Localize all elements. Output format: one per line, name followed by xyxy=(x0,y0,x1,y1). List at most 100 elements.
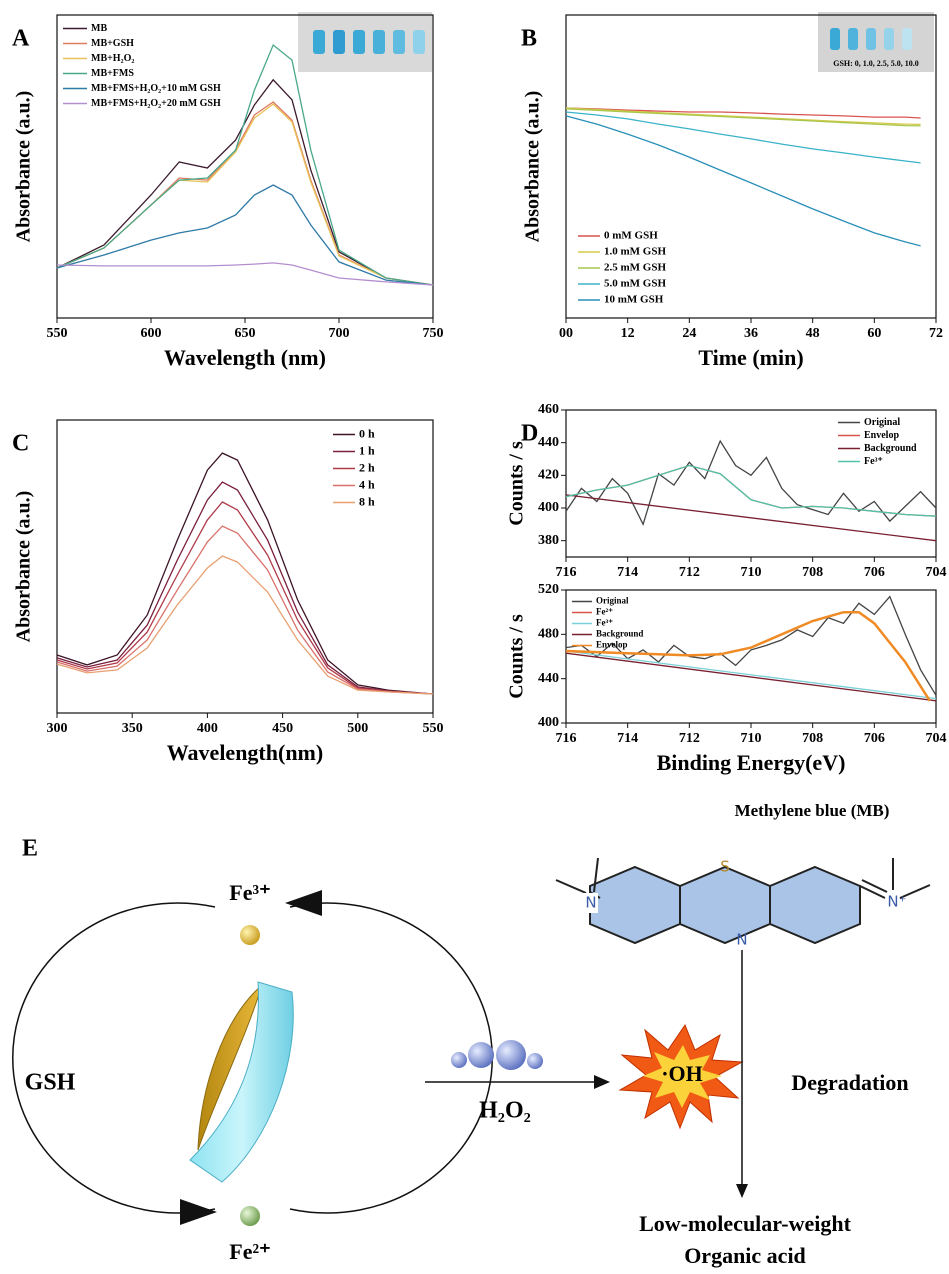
atom: N xyxy=(585,894,596,912)
x-tick-label: 706 xyxy=(864,731,885,746)
arrowhead xyxy=(285,890,322,916)
legend-label: 5.0 mM GSH xyxy=(604,278,666,290)
h2o2-sphere xyxy=(527,1053,543,1069)
legend-label: Original xyxy=(864,417,900,428)
legend-label: Envelop xyxy=(864,430,899,441)
panel-label: D xyxy=(521,421,538,447)
bond xyxy=(861,879,888,893)
arrowhead xyxy=(180,1199,217,1225)
y-axis-label: Absorbance (a.u.) xyxy=(13,491,35,643)
y-axis-label: Absorbance (a.u.) xyxy=(13,91,35,243)
y-tick-label: 400 xyxy=(538,500,559,515)
series-line xyxy=(56,452,434,695)
series-line xyxy=(56,78,434,286)
x-tick-label: 714 xyxy=(617,731,638,746)
ring xyxy=(769,865,861,945)
x-tick-label: 72 xyxy=(929,326,943,341)
x-tick-label: 750 xyxy=(423,326,444,341)
series-line xyxy=(565,439,937,527)
legend-label: Envelop xyxy=(596,640,628,650)
fe2-sphere xyxy=(240,1206,260,1226)
series-line xyxy=(565,108,921,127)
legend-label: MB+FMS+H₂O₂+10 mM GSH xyxy=(91,83,221,94)
x-tick-label: 708 xyxy=(802,565,823,580)
h2o2-sphere xyxy=(451,1052,467,1068)
y-tick-label: 480 xyxy=(538,627,559,642)
y-tick-label: 420 xyxy=(538,468,559,483)
legend-label: 1 h xyxy=(359,443,375,457)
x-tick-label: 48 xyxy=(806,326,820,341)
arrowhead xyxy=(594,1075,610,1089)
x-tick-label: 00 xyxy=(559,326,573,341)
legend-label: Original xyxy=(596,596,629,606)
gsh-label: GSH xyxy=(25,1070,76,1096)
legend-label: 8 h xyxy=(359,494,375,508)
h2o2-sphere xyxy=(496,1040,526,1070)
fe3-label: Fe³⁺ xyxy=(229,880,270,905)
bond xyxy=(555,879,587,894)
series-line xyxy=(56,184,434,286)
x-axis-label: Wavelength (nm) xyxy=(164,345,326,370)
series-line xyxy=(565,652,937,702)
inset-photo-b: GSH: 0, 1.0, 2.5, 5.0, 10.0 xyxy=(818,12,934,72)
panel-label: C xyxy=(12,431,29,457)
x-tick-label: 600 xyxy=(141,326,162,341)
legend-label: Background xyxy=(864,443,917,454)
legend-label: MB+H₂O₂ xyxy=(91,53,134,64)
molecule-title: Methylene blue (MB) xyxy=(735,801,890,820)
panel-label: E xyxy=(22,836,38,862)
series-line xyxy=(565,650,937,700)
bond xyxy=(899,884,931,899)
y-tick-label: 440 xyxy=(538,435,559,450)
x-tick-label: 712 xyxy=(679,731,700,746)
bond xyxy=(859,885,886,899)
series-line xyxy=(565,111,921,164)
fe3-sphere xyxy=(240,925,260,945)
y-axis-label: Absorbance (a.u.) xyxy=(522,91,544,243)
series-line xyxy=(56,501,434,695)
inset-label: GSH: 0, 1.0, 2.5, 5.0, 10.0 xyxy=(833,59,919,68)
y-axis-label: Counts / s xyxy=(506,614,528,699)
x-tick-label: 650 xyxy=(235,326,256,341)
x-tick-label: 36 xyxy=(744,326,758,341)
series-line xyxy=(56,101,434,286)
series-line xyxy=(565,115,921,247)
legend-label: 2.5 mM GSH xyxy=(604,262,666,274)
x-tick-label: 12 xyxy=(621,326,635,341)
product-label: Organic acid xyxy=(684,1243,806,1268)
series-line xyxy=(56,525,434,695)
nanosheet xyxy=(197,983,264,1151)
x-tick-label: 350 xyxy=(122,721,143,736)
x-tick-label: 710 xyxy=(741,565,762,580)
panel-label: A xyxy=(12,26,30,52)
h2o2-sphere xyxy=(468,1042,494,1068)
x-tick-label: 450 xyxy=(272,721,293,736)
x-axis-label: Binding Energy(eV) xyxy=(657,750,846,775)
cycle-arc xyxy=(12,902,216,1214)
x-tick-label: 710 xyxy=(741,731,762,746)
legend-label: MB+GSH xyxy=(91,38,134,49)
x-tick-label: 60 xyxy=(867,326,881,341)
x-tick-label: 716 xyxy=(556,565,577,580)
fe2-label: Fe²⁺ xyxy=(229,1239,270,1264)
series-line xyxy=(565,464,937,517)
x-tick-label: 708 xyxy=(802,731,823,746)
legend-label: MB xyxy=(91,23,107,34)
x-tick-label: 704 xyxy=(926,731,947,746)
x-tick-label: 300 xyxy=(47,721,68,736)
legend-label: 0 h xyxy=(359,426,375,440)
legend-label: Fe³⁺ xyxy=(596,618,613,628)
y-tick-label: 380 xyxy=(538,533,559,548)
series-line xyxy=(565,107,921,126)
y-tick-label: 520 xyxy=(538,582,559,597)
atom: N xyxy=(736,931,747,949)
x-tick-label: 712 xyxy=(679,565,700,580)
h2o2-label: H₂O₂ xyxy=(479,1098,531,1124)
product-label: Low-molecular-weight xyxy=(639,1211,851,1236)
legend-label: Fe²⁺ xyxy=(596,607,613,617)
diagram: Methylene blue (MB) E Fe³⁺ Fe²⁺ GSH H₂O₂… xyxy=(12,801,931,1268)
y-axis-label: Counts / s xyxy=(506,441,528,526)
y-tick-label: 460 xyxy=(538,402,559,417)
atom: S xyxy=(720,858,730,876)
